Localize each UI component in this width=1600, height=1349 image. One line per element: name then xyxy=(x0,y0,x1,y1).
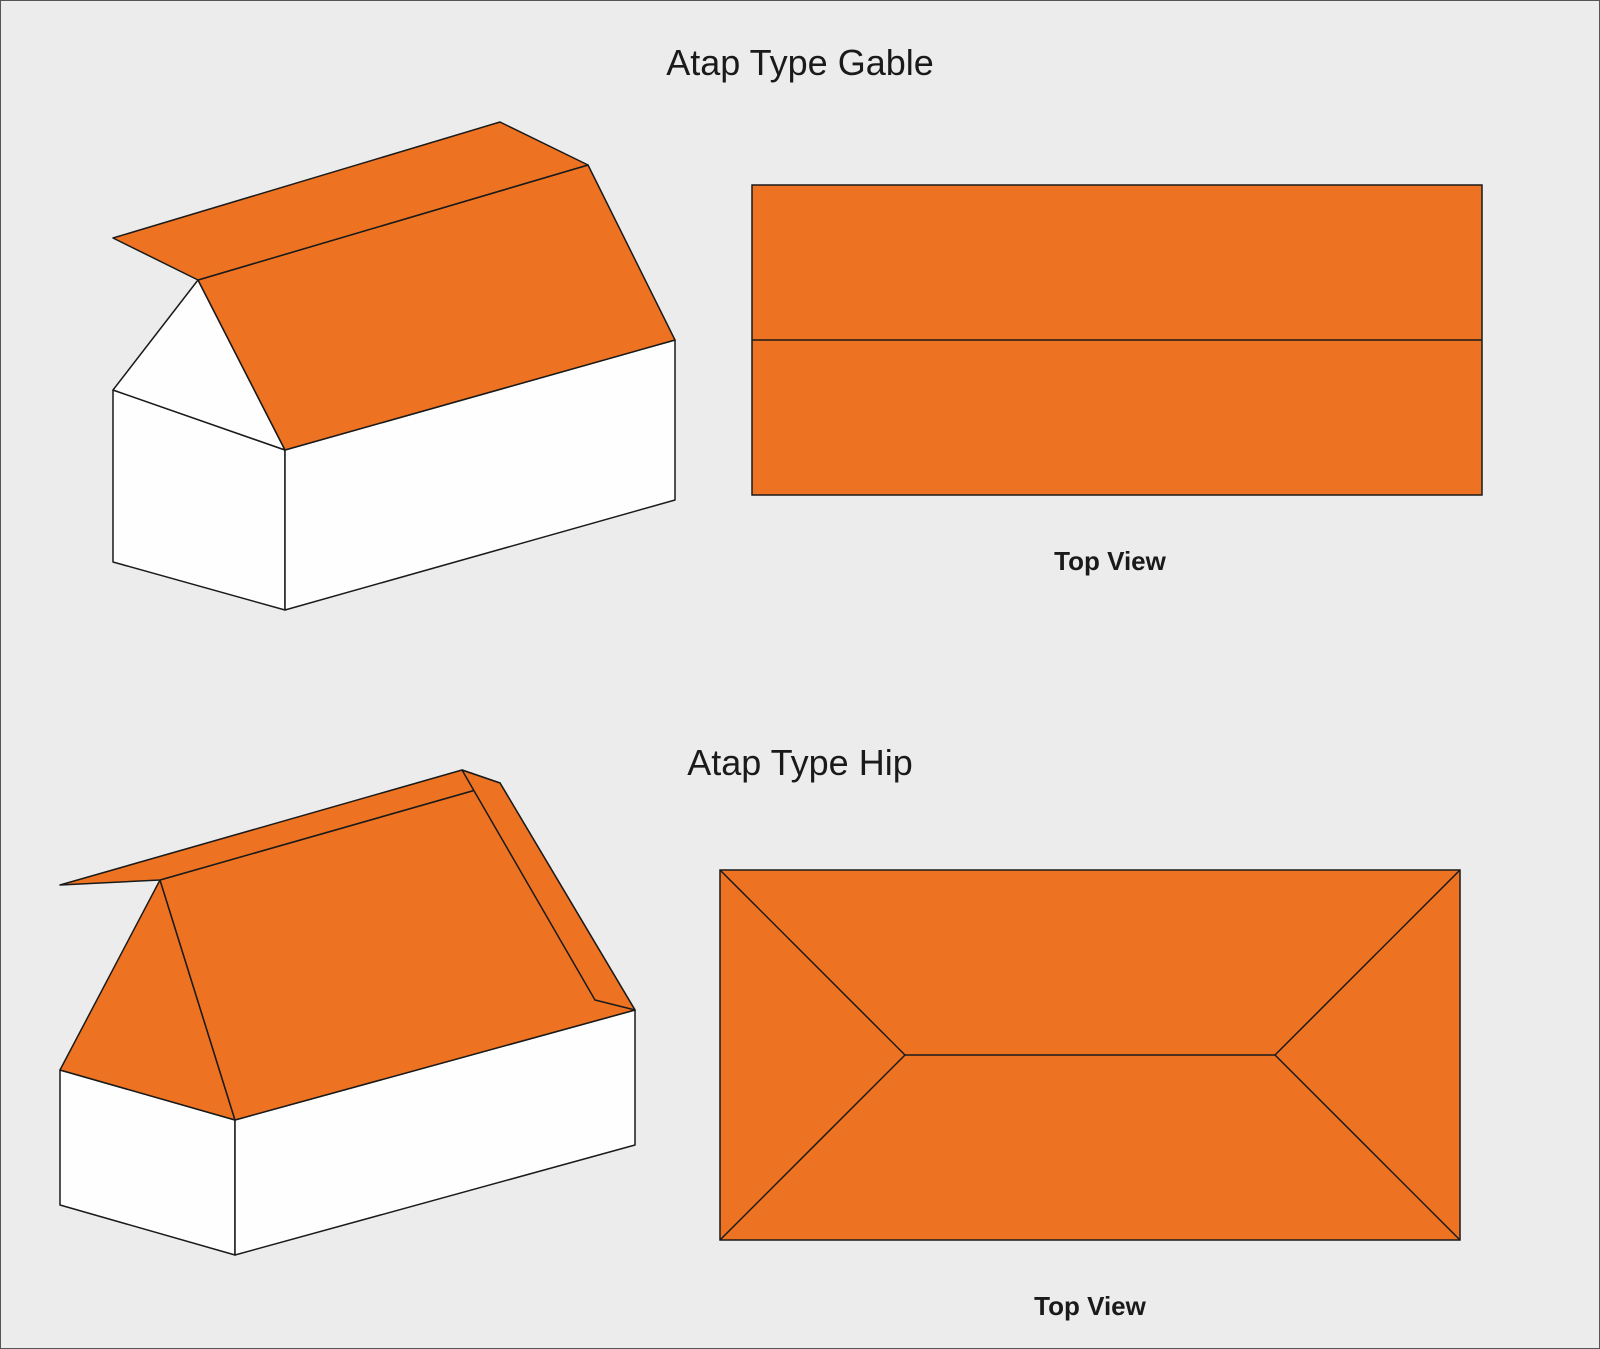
diagram-canvas: Atap Type Gable Top View Atap Type Hip T… xyxy=(0,0,1600,1349)
hip-top-view xyxy=(720,870,1460,1240)
gable-top-view xyxy=(752,185,1482,495)
hip-top-caption: Top View xyxy=(1034,1291,1146,1321)
hip-title: Atap Type Hip xyxy=(687,742,912,783)
gable-title: Atap Type Gable xyxy=(666,42,934,83)
gable-top-caption: Top View xyxy=(1054,546,1166,576)
